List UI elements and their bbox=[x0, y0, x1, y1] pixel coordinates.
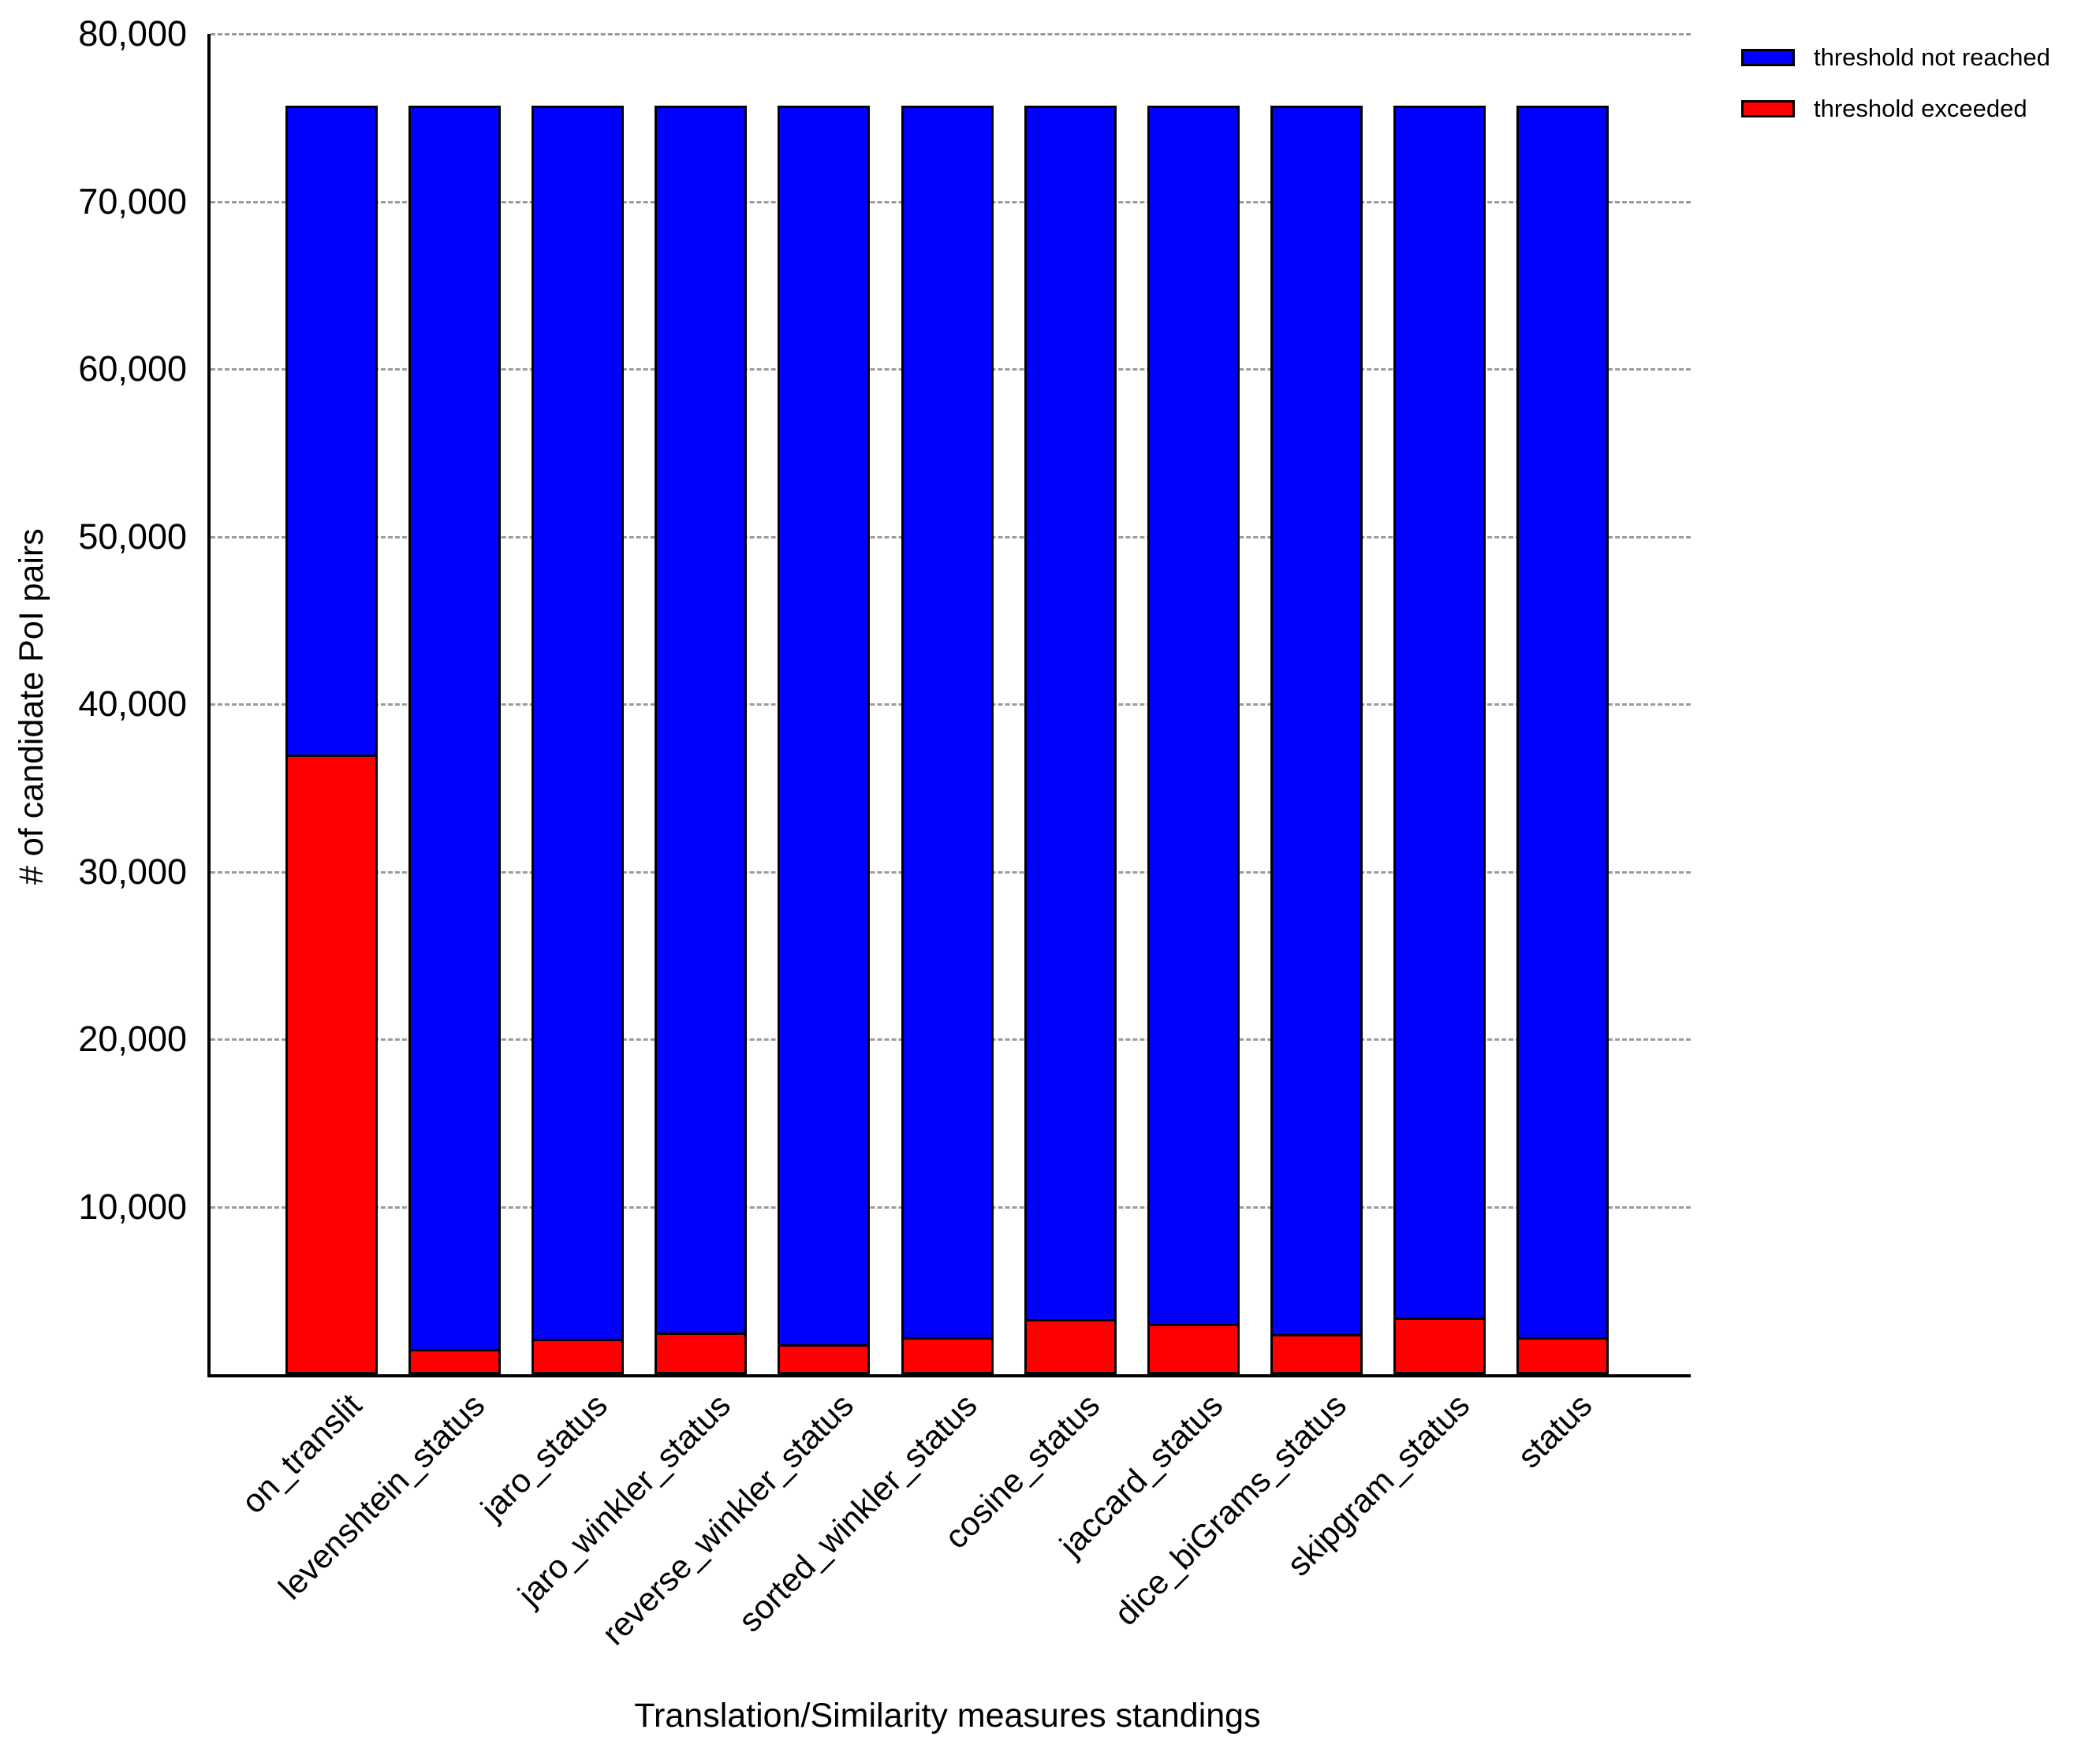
y-tick-label: 10,000 bbox=[78, 1186, 187, 1227]
bar-segment-threshold-exceeded bbox=[1516, 1337, 1609, 1374]
legend-label-threshold-not-reached: threshold not reached bbox=[1814, 43, 2050, 71]
x-tick-label: status bbox=[1510, 1386, 1600, 1475]
bar-segment-threshold-not-reached bbox=[655, 106, 748, 1335]
bar-segment-threshold-exceeded bbox=[1147, 1324, 1240, 1374]
bar-segment-threshold-not-reached bbox=[1393, 106, 1486, 1320]
legend-swatch-red bbox=[1741, 100, 1795, 117]
bar-segment-threshold-not-reached bbox=[778, 106, 871, 1347]
legend: threshold not reached threshold exceeded bbox=[1741, 43, 2050, 147]
x-tick-label: reverse_winkler_status bbox=[595, 1386, 861, 1653]
bar-segment-threshold-not-reached bbox=[532, 106, 625, 1342]
bar-segment-threshold-not-reached bbox=[1516, 106, 1609, 1340]
legend-item-threshold-exceeded: threshold exceeded bbox=[1741, 95, 2050, 122]
y-tick-label: 40,000 bbox=[78, 684, 187, 724]
bar-segment-threshold-exceeded bbox=[901, 1337, 994, 1374]
x-tick-label: dice_biGrams_status bbox=[1106, 1386, 1353, 1633]
x-axis-title: Translation/Similarity measures standing… bbox=[634, 1697, 1261, 1735]
bar-segment-threshold-exceeded bbox=[1270, 1334, 1363, 1374]
bar-segment-threshold-exceeded bbox=[532, 1339, 625, 1374]
x-tick-label: levenshtein_status bbox=[270, 1386, 492, 1607]
x-tick-label: jaro_winkler_status bbox=[510, 1386, 738, 1613]
plot-area: on_translit levenshtein_status jaro_status… bbox=[207, 33, 1691, 1652]
y-axis-title: # of candidate PoI pairs bbox=[13, 528, 50, 885]
gridline-80000 bbox=[211, 33, 1691, 35]
y-tick-label: 20,000 bbox=[78, 1019, 187, 1059]
bar-segment-threshold-exceeded bbox=[655, 1332, 748, 1374]
bar-segment-threshold-exceeded bbox=[1024, 1318, 1117, 1374]
bar-segment-threshold-not-reached bbox=[1147, 106, 1240, 1327]
bar-segment-threshold-not-reached bbox=[285, 106, 378, 757]
bar-segment-threshold-not-reached bbox=[1024, 106, 1117, 1321]
bar-segment-threshold-not-reached bbox=[408, 106, 502, 1352]
y-tick-label: 30,000 bbox=[78, 851, 187, 892]
bar-segment-threshold-not-reached bbox=[1270, 106, 1363, 1336]
x-tick-label: sorted_winkler_status bbox=[731, 1386, 984, 1639]
legend-swatch-blue bbox=[1741, 49, 1795, 66]
legend-label-threshold-exceeded: threshold exceeded bbox=[1814, 95, 2027, 122]
x-tick-label: on_translit bbox=[233, 1386, 369, 1521]
y-tick-label: 80,000 bbox=[78, 13, 187, 54]
y-tick-label: 50,000 bbox=[78, 516, 187, 557]
y-tick-label: 60,000 bbox=[78, 348, 187, 389]
legend-item-threshold-not-reached: threshold not reached bbox=[1741, 43, 2050, 71]
y-tick-label: 70,000 bbox=[78, 181, 187, 222]
bar-segment-threshold-exceeded bbox=[408, 1349, 502, 1374]
bar-segment-threshold-not-reached bbox=[901, 106, 994, 1340]
bar-segment-threshold-exceeded bbox=[1393, 1317, 1486, 1374]
bar-segment-threshold-exceeded bbox=[285, 754, 378, 1374]
bar-segment-threshold-exceeded bbox=[778, 1343, 871, 1374]
